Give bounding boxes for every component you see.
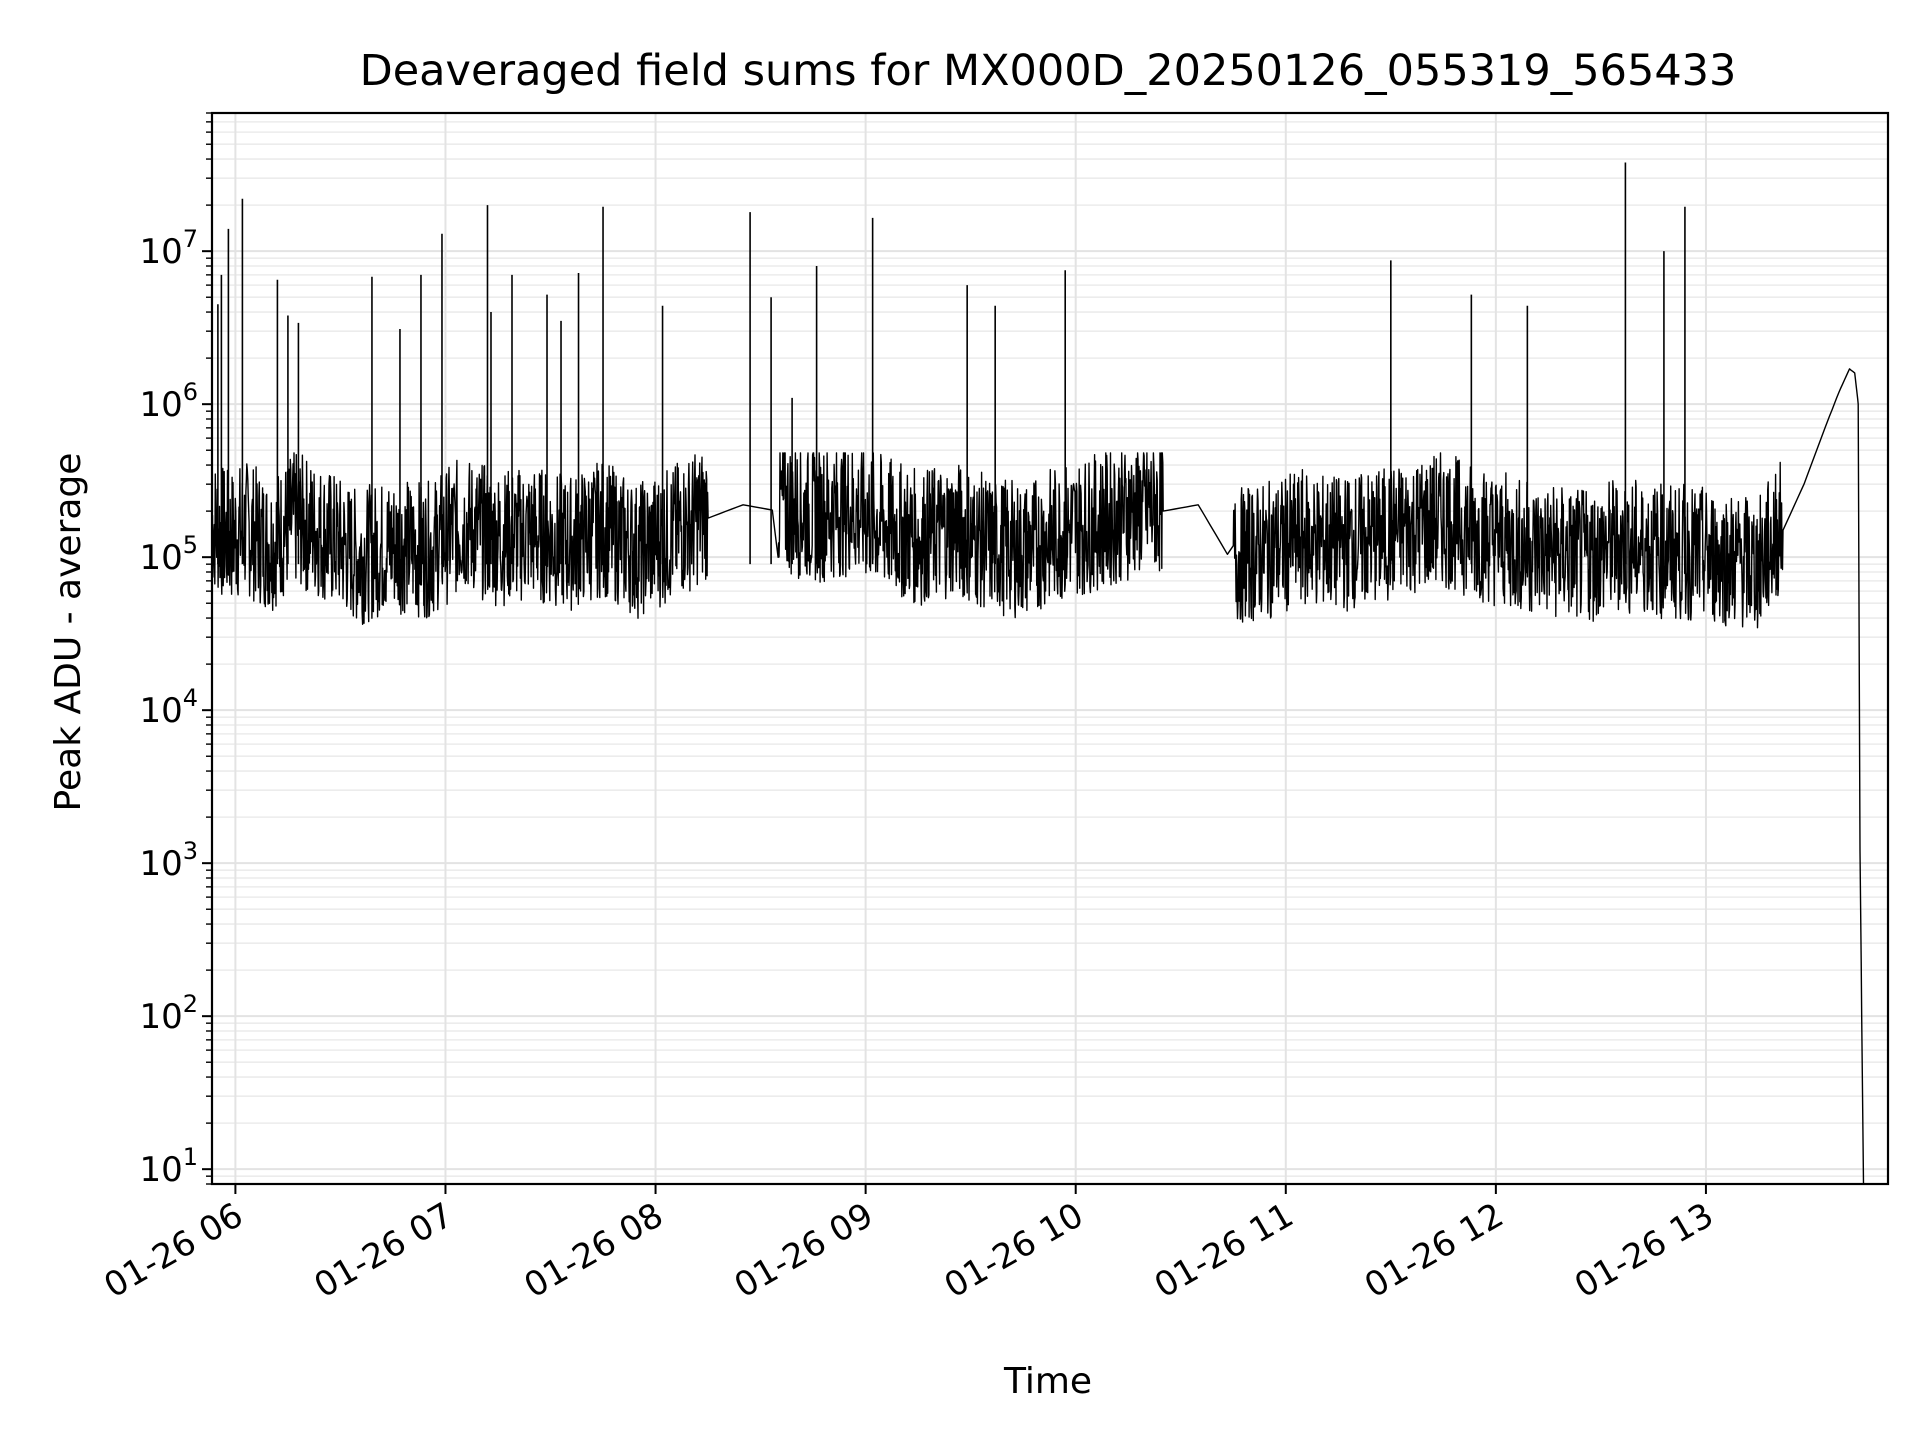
- plot-frame: [210, 111, 1890, 1186]
- x-tick-label: 01-26 07: [308, 1195, 460, 1306]
- y-tick-label: 103: [139, 837, 198, 884]
- y-axis-label: Peak ADU - average: [48, 453, 89, 812]
- x-tick-label: 01-26 11: [1148, 1195, 1300, 1306]
- x-axis: 01-26 06 01-26 07 01-26 08 01-26 09 01-26 10…: [98, 1184, 1720, 1306]
- y-tick-label: 102: [139, 990, 198, 1037]
- y-tick-label: 105: [139, 531, 198, 578]
- x-tick-label: 01-26 08: [518, 1195, 670, 1306]
- x-tick-label: 01-26 09: [728, 1195, 880, 1306]
- y-tick-label: 101: [139, 1143, 198, 1190]
- x-tick-label: 01-26 13: [1568, 1195, 1720, 1306]
- plot-grid: [212, 112, 1888, 1185]
- x-axis-label: Time: [1003, 1361, 1092, 1402]
- y-tick-label: 106: [139, 378, 198, 425]
- chart-title: Deaveraged field sums for MX000D_2025012…: [360, 46, 1737, 96]
- y-tick-label: 104: [139, 684, 198, 731]
- x-tick-label: 01-26 12: [1358, 1195, 1510, 1306]
- x-tick-label: 01-26 10: [938, 1195, 1090, 1306]
- series-line: [211, 368, 1865, 1185]
- x-tick-label: 01-26 06: [98, 1195, 250, 1306]
- y-tick-label: 107: [139, 225, 198, 272]
- plot-series: [211, 162, 1865, 1185]
- y-axis: 101 102 103 104 105 106 107: [139, 112, 212, 1190]
